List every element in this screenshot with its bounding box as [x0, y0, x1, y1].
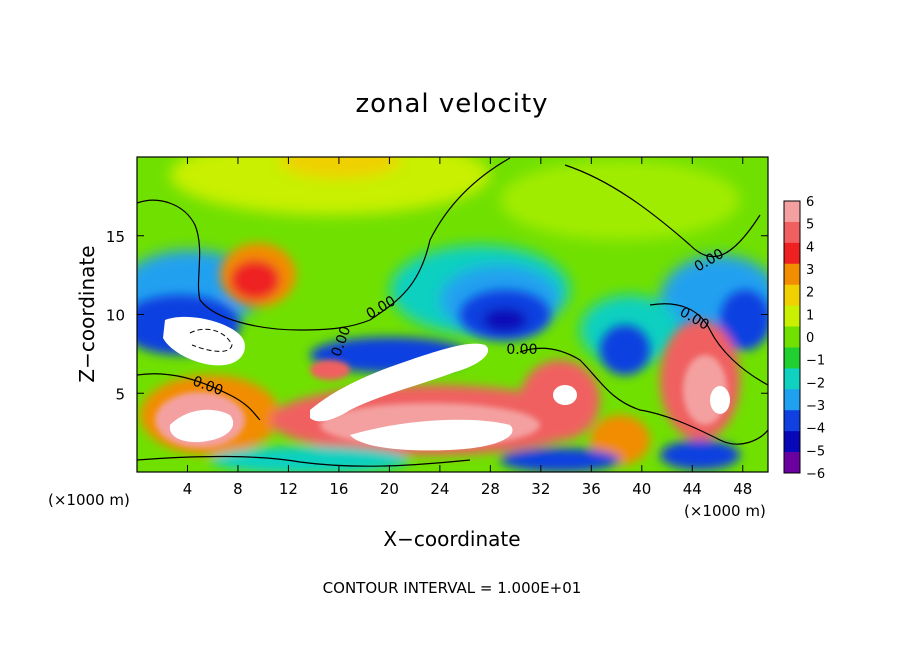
chart-title: zonal velocity	[355, 89, 548, 119]
x-tick-label: 40	[632, 480, 651, 498]
colorbar-label: −2	[806, 376, 825, 391]
colorbar-swatch	[784, 201, 800, 223]
x-tick-label: 32	[531, 480, 550, 498]
colorbar-swatch	[784, 389, 800, 411]
contour-interval-note: CONTOUR INTERVAL = 1.000E+01	[323, 579, 582, 597]
colorbar-label: 2	[806, 286, 814, 301]
y-axis-label: Z−coordinate	[75, 245, 99, 382]
x-tick-label: 16	[329, 480, 348, 498]
x-tick-label: 8	[233, 480, 243, 498]
contour-label: 0.00	[506, 342, 537, 358]
x-unit-note-left: (×1000 m)	[48, 491, 130, 509]
colorbar-label: −1	[806, 354, 825, 369]
colorbar-label: 1	[806, 308, 814, 323]
colorbar-swatch	[784, 305, 800, 328]
colorbar-label: 6	[806, 195, 814, 210]
colorbar-label: 0	[806, 331, 814, 346]
colorbar-swatch	[784, 452, 800, 474]
y-tick-label: 5	[115, 385, 125, 403]
colorbar-swatch	[784, 410, 800, 432]
x-tick-label: 12	[279, 480, 298, 498]
colorbar-label: 3	[806, 263, 814, 278]
heatmap-field	[137, 157, 768, 472]
colorbar-label: −5	[806, 444, 825, 459]
x-tick-label: 44	[683, 480, 702, 498]
colorbar-label: 5	[806, 218, 814, 233]
y-tick-label: 10	[106, 307, 125, 325]
colorbar-swatch	[784, 284, 800, 307]
colorbar-label: −4	[806, 422, 825, 437]
y-tick-label: 15	[106, 228, 125, 246]
x-tick-label: 28	[481, 480, 500, 498]
x-axis-label: X−coordinate	[383, 527, 520, 551]
colorbar-swatch	[784, 263, 800, 286]
x-tick-label: 36	[582, 480, 601, 498]
colorbar-frame	[783, 200, 801, 474]
colorbar-swatch	[784, 242, 800, 265]
colorbar-label: −6	[806, 467, 825, 482]
colorbar-label: −3	[806, 399, 825, 414]
colorbar-swatch	[784, 221, 800, 244]
colorbar-swatch	[784, 326, 800, 348]
x-tick-label: 20	[380, 480, 399, 498]
colorbar-swatch	[784, 368, 800, 390]
x-tick-label: 24	[430, 480, 449, 498]
colorbar-swatch	[784, 347, 800, 369]
colorbar-label: 4	[806, 240, 814, 255]
x-tick-label: 4	[183, 480, 193, 498]
x-tick-label: 48	[733, 480, 752, 498]
x-unit-note-right: (×1000 m)	[684, 502, 766, 520]
colorbar-swatch	[784, 431, 800, 453]
